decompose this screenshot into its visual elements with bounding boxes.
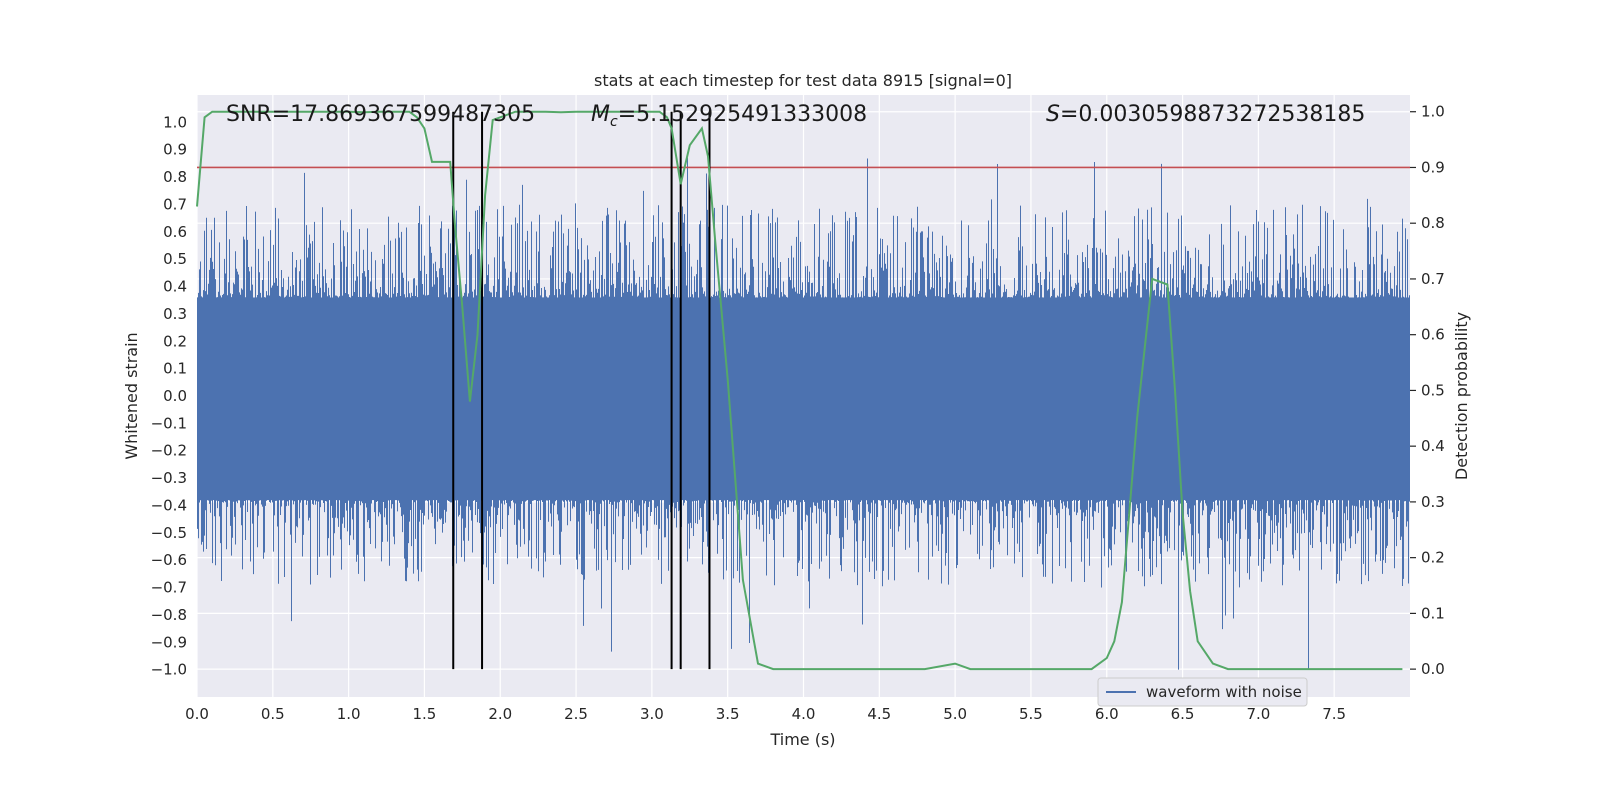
- y2-tick-label: 0.7: [1421, 270, 1445, 288]
- y2-tick-label: 1.0: [1421, 103, 1445, 121]
- x-tick-label: 5.5: [1019, 705, 1043, 723]
- snr-annotation: SNR=17.869367599487305: [226, 102, 535, 127]
- y-tick-label: −1.0: [151, 661, 187, 679]
- y2-axis-label: Detection probability: [1452, 312, 1471, 480]
- y2-tick-label: 0.3: [1421, 493, 1445, 511]
- x-tick-label: 4.0: [792, 705, 816, 723]
- s-symbol: S: [1046, 102, 1060, 127]
- y-tick-label: 0.8: [163, 168, 187, 186]
- y-tick-label: 0.1: [163, 360, 187, 378]
- x-tick-label: 0.5: [261, 705, 285, 723]
- s-annotation: S=0.0030598873272538185: [1046, 102, 1365, 127]
- x-tick-label: 3.5: [716, 705, 740, 723]
- x-tick-label: 7.0: [1246, 705, 1270, 723]
- y-tick-label: −0.3: [151, 469, 187, 487]
- mc-subscript: c: [610, 114, 618, 130]
- y-tick-label: 0.6: [163, 223, 187, 241]
- x-tick-label: 6.0: [1095, 705, 1119, 723]
- y2-tick-label: 0.0: [1421, 660, 1445, 678]
- legend-label: waveform with noise: [1146, 683, 1302, 701]
- x-tick-label: 4.5: [867, 705, 891, 723]
- x-ticks: 0.0 0.5 1.0 1.5 2.0 2.5 3.0 3.5 4.0 4.5 5.0 5.5 6.0 6…: [185, 705, 1346, 723]
- mc-symbol: M: [591, 102, 610, 127]
- mc-value: =5.152925491333008: [618, 102, 867, 127]
- y-tick-label: 0.7: [163, 195, 187, 213]
- y-tick-label: 0.5: [163, 250, 187, 268]
- trigger-lines: [452, 111, 711, 670]
- x-tick-label: 5.0: [943, 705, 967, 723]
- x-axis-label: Time (s): [769, 730, 835, 749]
- legend: waveform with noise: [1097, 677, 1308, 707]
- y-tick-label: −0.7: [151, 579, 187, 597]
- y2-tick-label: 0.5: [1421, 381, 1445, 399]
- x-tick-label: 2.5: [564, 705, 588, 723]
- y2-tick-label: 0.2: [1421, 549, 1445, 567]
- detection-probability-line: [196, 110, 1403, 671]
- y-tick-label: −0.4: [151, 496, 187, 514]
- y-tick-label: −0.8: [151, 606, 187, 624]
- y-axis-label: Whitened strain: [122, 332, 141, 459]
- s-value: =0.0030598873272538185: [1060, 102, 1365, 127]
- x-tick-label: 3.0: [640, 705, 664, 723]
- y-tick-label: −0.1: [151, 414, 187, 432]
- y2-ticks: 1.0 0.9 0.8 0.7 0.6 0.5 0.4 0.3 0.2 0.1 0.0: [1410, 103, 1445, 678]
- y2-tick-label: 0.1: [1421, 604, 1445, 622]
- y2-tick-label: 0.4: [1421, 437, 1445, 455]
- y2-tick-label: 0.6: [1421, 326, 1445, 344]
- x-tick-label: 1.0: [337, 705, 361, 723]
- x-tick-label: 2.0: [488, 705, 512, 723]
- x-tick-label: 1.5: [413, 705, 437, 723]
- x-tick-label: 7.5: [1322, 705, 1346, 723]
- y-tick-label: −0.6: [151, 551, 187, 569]
- y-tick-label: 0.3: [163, 305, 187, 323]
- y-tick-label: −0.5: [151, 524, 187, 542]
- x-tick-label: 6.5: [1171, 705, 1195, 723]
- strain-series: [197, 157, 1410, 670]
- y-tick-label: 0.9: [163, 141, 187, 159]
- x-tick-label: 0.0: [185, 705, 209, 723]
- y2-tick-label: 0.8: [1421, 214, 1445, 232]
- y-tick-label: −0.2: [151, 442, 187, 460]
- legend-box: [1097, 677, 1308, 707]
- y2-tick-label: 0.9: [1421, 158, 1445, 176]
- y-tick-label: −0.9: [151, 633, 187, 651]
- y-tick-label: 0.0: [163, 387, 187, 405]
- chart-title: stats at each timestep for test data 891…: [594, 71, 1012, 90]
- y-ticks: 1.0 0.9 0.8 0.7 0.6 0.5 0.4 0.3 0.2 0.1 0.0 −0.1 −0.…: [151, 113, 187, 678]
- y-tick-label: 0.2: [163, 332, 187, 350]
- y-tick-label: 1.0: [163, 113, 187, 131]
- y-tick-label: 0.4: [163, 278, 187, 296]
- chirp-mass-annotation: Mc=5.152925491333008: [591, 102, 867, 130]
